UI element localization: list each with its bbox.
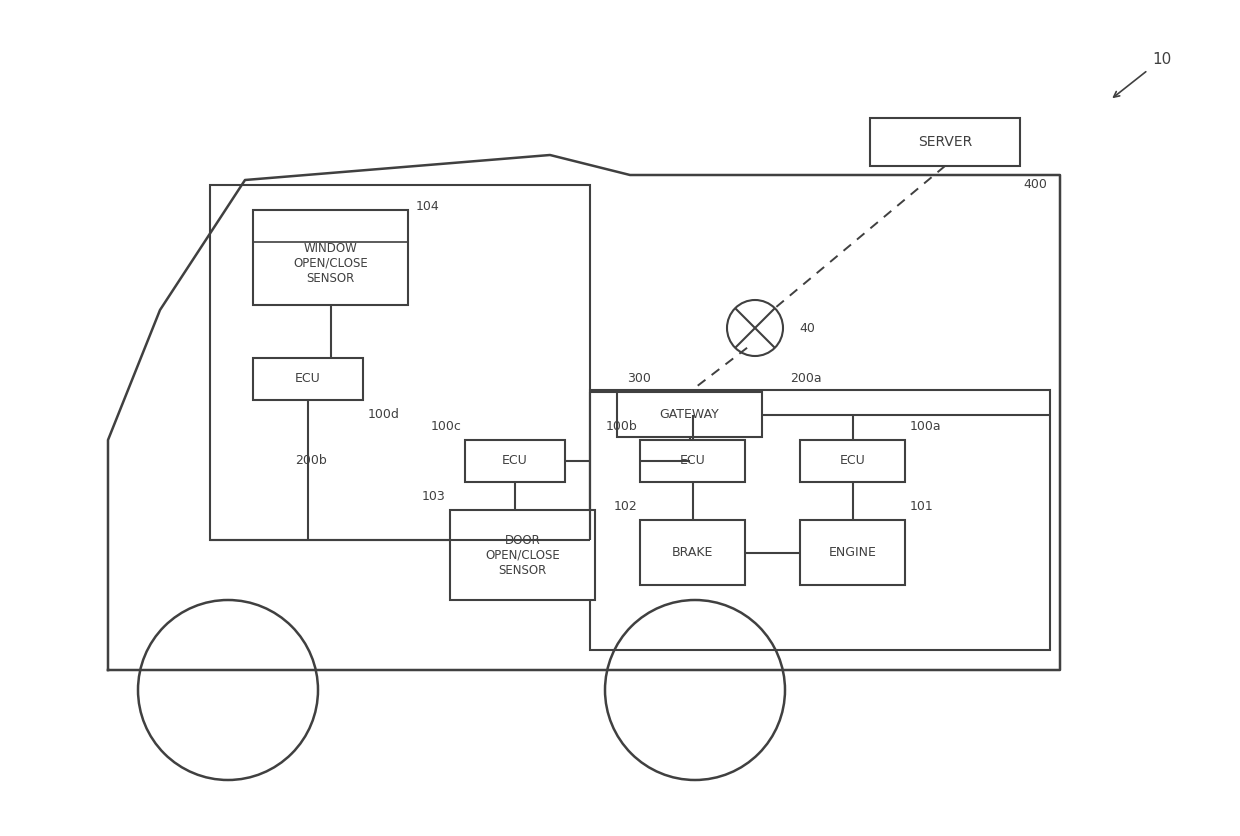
Bar [253, 358, 363, 400]
Text: 100b: 100b [605, 420, 637, 432]
Text: 100d: 100d [368, 407, 399, 421]
Bar [253, 210, 408, 305]
Text: 102: 102 [614, 499, 637, 512]
Text: ECU: ECU [680, 455, 706, 467]
Text: ECU: ECU [295, 373, 321, 385]
Text: 100c: 100c [432, 420, 463, 432]
Text: GATEWAY: GATEWAY [660, 408, 719, 421]
Text: 103: 103 [422, 490, 445, 502]
Bar [450, 510, 595, 600]
Text: 400: 400 [1023, 177, 1047, 191]
Text: ECU: ECU [502, 455, 528, 467]
Text: BRAKE: BRAKE [672, 546, 713, 559]
Bar [870, 118, 1021, 166]
Text: 300: 300 [627, 371, 651, 385]
Bar [590, 390, 1050, 650]
Text: 200b: 200b [295, 453, 327, 466]
Bar [618, 392, 763, 437]
Text: 200a: 200a [790, 371, 822, 385]
Text: ECU: ECU [839, 455, 866, 467]
Text: 104: 104 [415, 200, 440, 212]
Text: DOOR
OPEN/CLOSE
SENSOR: DOOR OPEN/CLOSE SENSOR [485, 533, 560, 577]
Text: ENGINE: ENGINE [828, 546, 877, 559]
Text: 40: 40 [799, 322, 815, 334]
Text: WINDOW
OPEN/CLOSE
SENSOR: WINDOW OPEN/CLOSE SENSOR [293, 242, 368, 285]
Bar [640, 520, 745, 585]
Text: 101: 101 [910, 499, 934, 512]
Text: SERVER: SERVER [918, 135, 972, 149]
Bar [640, 440, 745, 482]
Text: 100a: 100a [910, 420, 941, 432]
Bar [210, 185, 590, 540]
Bar [800, 520, 905, 585]
Bar [800, 440, 905, 482]
Bar [465, 440, 565, 482]
Text: 10: 10 [1152, 53, 1172, 68]
